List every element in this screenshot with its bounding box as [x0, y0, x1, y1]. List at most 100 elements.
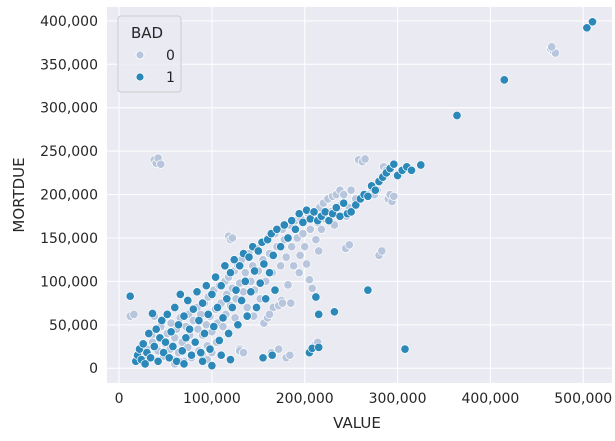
data-point: [125, 291, 135, 301]
data-point: [289, 261, 299, 271]
data-point: [389, 159, 399, 169]
data-point: [166, 327, 176, 337]
data-point: [311, 235, 321, 245]
data-point: [242, 311, 252, 321]
x-tick-label: 0: [115, 391, 124, 407]
data-point: [190, 337, 200, 347]
data-point: [183, 295, 193, 306]
data-point: [203, 309, 213, 319]
data-point: [246, 287, 256, 297]
data-point: [281, 252, 291, 262]
data-point: [216, 281, 226, 291]
data-point: [212, 302, 223, 313]
data-point: [286, 298, 296, 308]
x-tick-label: 400,000: [461, 391, 519, 407]
data-point: [267, 350, 277, 360]
data-point: [311, 292, 321, 302]
data-point: [363, 285, 373, 295]
data-point: [149, 341, 159, 352]
data-point: [179, 311, 189, 321]
data-point: [287, 216, 297, 226]
data-point: [314, 342, 324, 352]
data-point: [250, 266, 260, 276]
legend-title: BAD: [131, 24, 163, 42]
data-point: [339, 190, 349, 200]
data-point: [214, 335, 224, 346]
data-point: [400, 344, 410, 354]
data-point: [276, 261, 286, 271]
data-point: [159, 348, 169, 358]
data-point: [294, 209, 304, 219]
x-tick-label: 200,000: [276, 391, 334, 407]
data-point: [240, 268, 250, 278]
data-point: [452, 110, 462, 121]
data-point: [329, 307, 339, 317]
data-point: [298, 217, 308, 227]
data-point: [160, 337, 171, 347]
legend-label-1: 1: [166, 70, 175, 86]
data-point: [389, 191, 399, 201]
data-point: [222, 294, 232, 304]
data-point: [156, 159, 166, 169]
data-point: [186, 350, 197, 360]
data-point: [170, 302, 180, 313]
data-point: [339, 198, 349, 208]
data-point: [162, 309, 172, 319]
data-point: [225, 268, 236, 278]
data-point: [258, 353, 268, 363]
data-point: [272, 224, 282, 234]
points: [125, 17, 598, 371]
data-point: [314, 246, 324, 256]
data-point: [587, 17, 598, 27]
legend-box: [117, 15, 182, 93]
data-point: [290, 224, 300, 234]
data-point: [547, 42, 557, 52]
y-tick-label: 0: [89, 361, 98, 377]
data-point: [140, 359, 150, 369]
data-point: [255, 278, 265, 288]
data-point: [264, 268, 275, 278]
data-point: [168, 341, 178, 352]
x-tick-label: 500,000: [554, 391, 612, 407]
data-point: [201, 320, 211, 330]
data-point: [242, 302, 252, 313]
data-point: [274, 344, 284, 354]
data-point: [416, 160, 426, 170]
data-point: [300, 242, 310, 252]
data-point: [304, 275, 314, 285]
y-tick-labels: 0 50,000 100,000 150,000 200,000 250,000 300,0…: [40, 14, 98, 377]
data-point: [237, 295, 247, 306]
data-point: [129, 309, 139, 319]
data-point: [251, 302, 262, 313]
data-point: [582, 23, 592, 33]
data-point: [346, 185, 356, 195]
x-tick-labels: 0 100,000 200,000 300,000 400,000 500,000: [115, 391, 613, 407]
data-point: [227, 233, 237, 243]
data-point: [283, 233, 293, 243]
data-point: [279, 220, 289, 230]
data-point: [218, 313, 228, 323]
data-point: [173, 320, 184, 330]
data-point: [295, 250, 305, 260]
legend-marker-1: [135, 72, 145, 82]
data-point: [406, 165, 417, 175]
data-point: [235, 261, 245, 271]
data-point: [207, 289, 217, 299]
data-point: [224, 328, 234, 339]
data-point: [220, 261, 230, 271]
legend: BAD 0 1: [117, 15, 182, 93]
y-tick-label: 400,000: [40, 14, 98, 30]
data-point: [294, 268, 304, 278]
data-point: [218, 322, 228, 332]
data-point: [302, 205, 312, 215]
data-point: [302, 259, 312, 269]
data-point: [377, 246, 387, 256]
data-point: [151, 324, 161, 334]
data-point: [164, 353, 174, 363]
x-axis-title: VALUE: [333, 414, 381, 432]
data-point: [179, 359, 189, 369]
data-point: [307, 283, 317, 293]
data-point: [147, 308, 158, 319]
data-point: [227, 302, 237, 313]
